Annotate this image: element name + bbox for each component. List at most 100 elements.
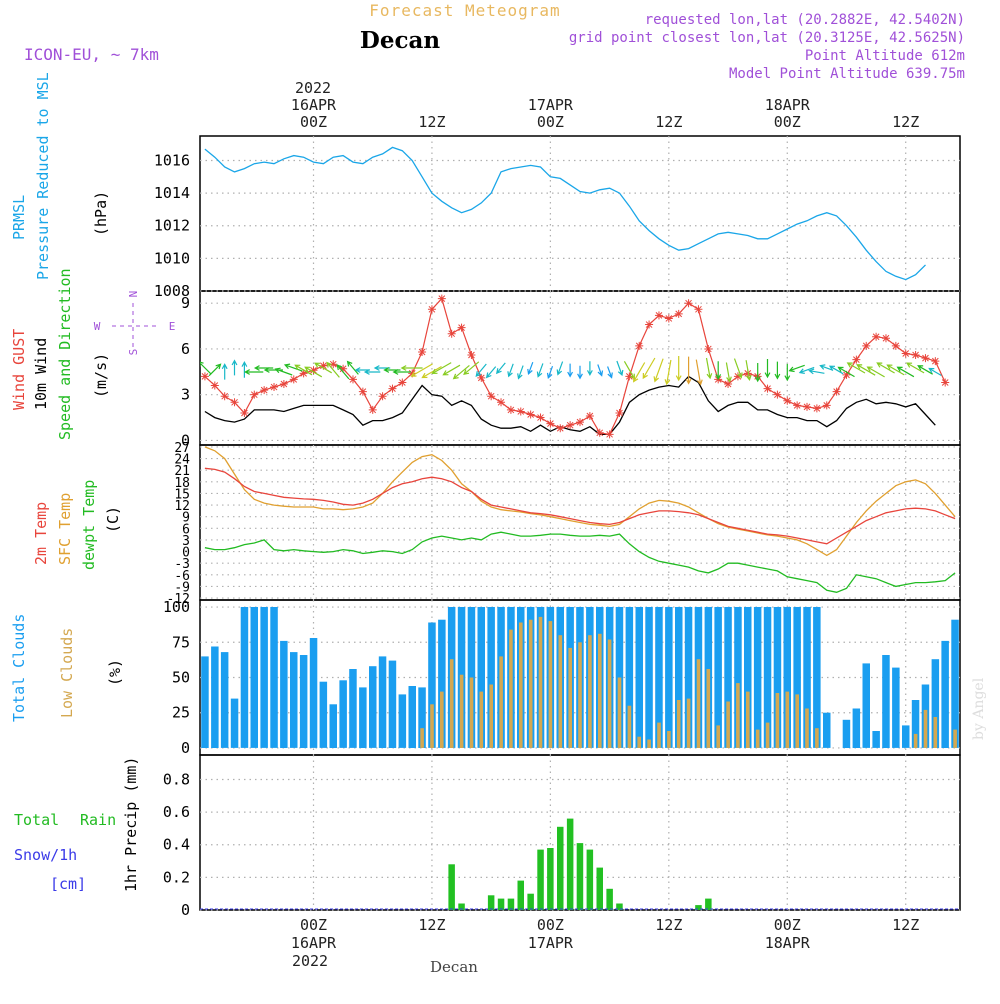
- gust-marker: [309, 366, 318, 375]
- low-cloud-bar: [627, 705, 632, 748]
- wind-arrow: [294, 364, 313, 376]
- wind-arrow: [764, 359, 771, 379]
- bottom-axis-time: 12Z: [892, 916, 919, 934]
- y-tick-label: 3: [182, 534, 190, 549]
- wind-arrow: [705, 357, 713, 380]
- wind-arrow: [283, 363, 303, 372]
- low-cloud-bar: [805, 708, 809, 748]
- wind-arrow: [208, 363, 222, 377]
- gust-marker: [516, 407, 525, 416]
- total-cloud-bar: [428, 622, 436, 748]
- low-cloud-bar: [657, 722, 661, 748]
- gust-marker: [664, 314, 673, 323]
- wind-arrow: [876, 362, 895, 374]
- wind-arrow: [253, 365, 274, 371]
- total-cloud-bar: [615, 607, 624, 748]
- top-axis-date: 17APR: [528, 96, 574, 114]
- wind-arrow: [788, 364, 805, 373]
- gust-marker: [437, 294, 446, 303]
- gust-marker: [832, 387, 841, 396]
- wind-arrow: [527, 361, 534, 375]
- rain-bar: [557, 826, 564, 910]
- dewpoint-line: [204, 531, 956, 593]
- wind-arrow: [819, 364, 834, 371]
- y-tick-label: 100: [163, 598, 190, 616]
- gust-marker: [230, 398, 239, 407]
- clouds-unit-label: (%): [106, 659, 124, 686]
- wind-arrow: [274, 367, 293, 376]
- total-cloud-bar: [309, 638, 318, 748]
- total-cloud-bar: [763, 607, 772, 748]
- dewpt-label: dewpt Temp: [80, 480, 98, 570]
- low-cloud-bar: [667, 731, 671, 748]
- low-cloud-bar: [578, 642, 582, 748]
- wind-arrow: [774, 361, 781, 380]
- wind-arrow: [597, 364, 604, 377]
- y-tick-label: 15: [174, 487, 190, 502]
- low-cloud-bar: [598, 633, 602, 748]
- sfc-temp-label: SFC Temp: [56, 493, 74, 565]
- y-tick-label: 24: [174, 453, 190, 468]
- bottom-axis-time: 12Z: [655, 916, 682, 934]
- wind-arrow: [556, 361, 564, 376]
- rain-bar: [497, 898, 505, 910]
- total-cloud-bar: [753, 607, 762, 748]
- total-cloud-bar: [487, 607, 495, 748]
- wind-arrow: [623, 361, 636, 380]
- gust-marker: [625, 372, 634, 381]
- y-tick-label: -12: [167, 592, 190, 607]
- low-cloud-bar: [775, 693, 780, 748]
- rain-label-b: Rain: [80, 811, 116, 829]
- total-cloud-bar: [290, 652, 298, 748]
- total-cloud-bar: [260, 607, 268, 748]
- low-cloud-bar: [686, 698, 691, 748]
- subtitle: Forecast Meteogram: [369, 1, 560, 20]
- low-cloud-bar: [696, 659, 701, 748]
- gust-marker: [645, 320, 654, 329]
- gust-marker: [595, 428, 604, 437]
- total-cloud-bar: [201, 656, 209, 748]
- gust-marker: [240, 408, 249, 417]
- rain-bar: [448, 864, 455, 910]
- low-cloud-bar: [568, 647, 572, 748]
- wind-arrow: [725, 362, 732, 383]
- gust-marker: [289, 375, 298, 384]
- wind-arrow: [733, 358, 743, 379]
- y-tick-label: 0: [181, 739, 190, 757]
- total-cloud-bar: [655, 607, 663, 748]
- wind-arrow: [463, 361, 480, 376]
- total-cloud-bar: [329, 704, 337, 748]
- precip-series: [200, 818, 960, 910]
- gust-marker: [773, 390, 782, 399]
- total-cloud-bar: [882, 655, 890, 748]
- y-tick-label: 18: [174, 476, 190, 491]
- snow-label: Snow/1h: [14, 846, 77, 864]
- pressure-series: [204, 146, 926, 281]
- wind-arrow: [754, 363, 761, 383]
- low-cloud-bar: [933, 717, 938, 748]
- total-cloud-bar: [744, 607, 752, 748]
- gust-marker: [408, 369, 417, 378]
- total-cloud-bar: [724, 607, 732, 748]
- bottom-axis-time: 00Z: [300, 916, 327, 934]
- y-tick-label: -3: [174, 557, 190, 572]
- wind-arrow: [326, 361, 340, 378]
- y-tick-label: 9: [181, 294, 190, 312]
- gust-marker: [674, 309, 683, 318]
- total-cloud-bar: [250, 607, 258, 748]
- total-cloud-bar: [951, 619, 959, 748]
- rain-bar: [527, 893, 534, 910]
- precip-ylabel: 1hr Precip (mm): [122, 757, 140, 892]
- rain-bar: [507, 898, 515, 910]
- wind-arrow: [896, 366, 915, 378]
- wind-arrow: [715, 361, 722, 381]
- y-tick-label: 25: [172, 704, 190, 722]
- total-cloud-bar: [823, 712, 831, 748]
- gust-marker: [477, 373, 486, 382]
- low-cloud-bar: [795, 694, 799, 748]
- gust-marker: [536, 413, 545, 422]
- total-cloud-bar: [467, 607, 476, 748]
- rain-bar: [458, 903, 465, 910]
- wind-arrow: [452, 364, 470, 380]
